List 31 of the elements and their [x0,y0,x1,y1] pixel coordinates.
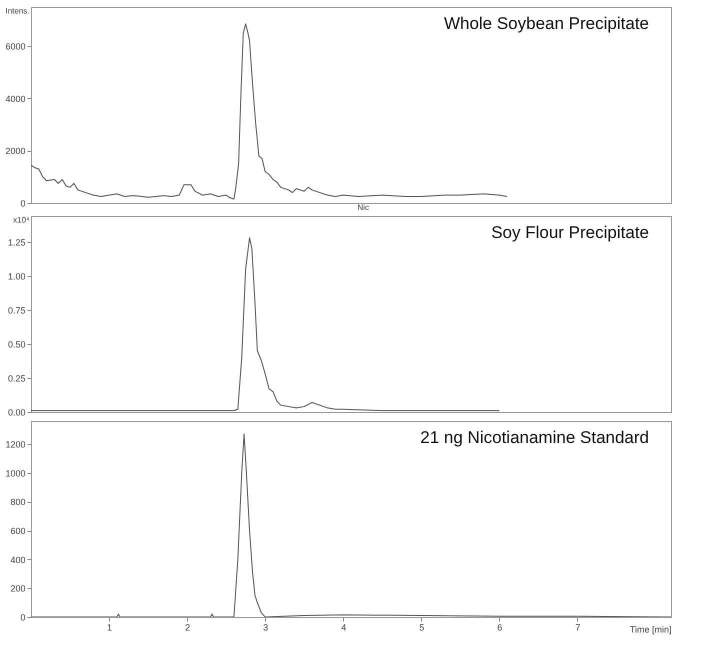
x-tick-label: 6 [497,622,502,632]
y-tick-label: 2000 [5,146,26,156]
x-tick-label: 7 [575,622,580,632]
x-tick-label: 1 [107,622,112,632]
annotation: Nic [357,203,369,212]
y-tick-label: 0.75 [8,305,26,316]
y-tick-label: 0.00 [8,408,26,418]
y-tick-label: 1.00 [8,271,26,282]
x-tick-label: 4 [341,622,346,632]
y-tick-label: 1000 [5,468,26,478]
x-axis-title: Time [min] [630,624,672,634]
x-tick-label: 5 [419,622,424,632]
y-tick-label: 6000 [5,42,26,52]
x-tick-label: 2 [185,622,190,632]
y-tick-label: 1.25 [8,237,26,248]
y-tick-label: 4000 [5,94,26,104]
y-tick-label: 800 [10,497,26,508]
chart-title: 21 ng Nicotianamine Standard [420,428,649,447]
y-tick-label: 1200 [5,440,26,450]
chart-title: Whole Soybean Precipitate [444,14,649,33]
y-tick-label: 400 [10,554,26,565]
x-tick-label: 3 [263,622,268,632]
y-tick-label: 200 [10,584,26,594]
y-tick-label: 0 [20,612,26,622]
y-tick-label: 0.25 [8,373,26,384]
y-tick-label: 0.50 [8,339,26,350]
y-tick-label: 0 [20,198,26,208]
y-tick-label: 600 [10,526,26,536]
y-axis-title: x10⁴ [13,216,30,224]
chart-title: Soy Flour Precipitate [491,223,649,242]
y-axis-title: Intens. [5,6,30,16]
